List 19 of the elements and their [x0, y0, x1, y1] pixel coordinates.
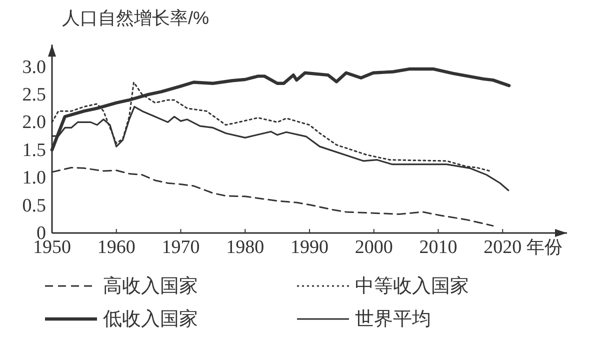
legend-label: 中等收入国家 — [355, 275, 469, 297]
legend-label: 世界平均 — [355, 309, 431, 330]
x-tick-label: 2020 — [484, 237, 522, 258]
legend-label: 低收入国家 — [103, 308, 198, 330]
legend-label: 高收入国家 — [103, 275, 198, 297]
x-tick-label: 2000 — [354, 237, 393, 258]
y-tick-label: 1.5 — [22, 140, 46, 161]
y-tick-label: 1.0 — [22, 168, 46, 189]
y-tick-label: 0.5 — [22, 195, 46, 216]
x-tick-label: 1980 — [226, 237, 264, 258]
x-tick-label: 1960 — [97, 237, 136, 258]
y-tick-label: 3.0 — [22, 56, 46, 78]
x-tick-label: 1990 — [290, 237, 328, 258]
y-axis-title: 人口自然增长率/% — [62, 8, 210, 28]
y-tick-label: 2.5 — [22, 84, 46, 106]
x-tick-label: 2010 — [419, 237, 458, 258]
y-tick-label: 2.0 — [22, 112, 46, 134]
x-tick-label: 1970 — [162, 237, 200, 258]
x-axis-title: 年份 — [526, 237, 563, 257]
